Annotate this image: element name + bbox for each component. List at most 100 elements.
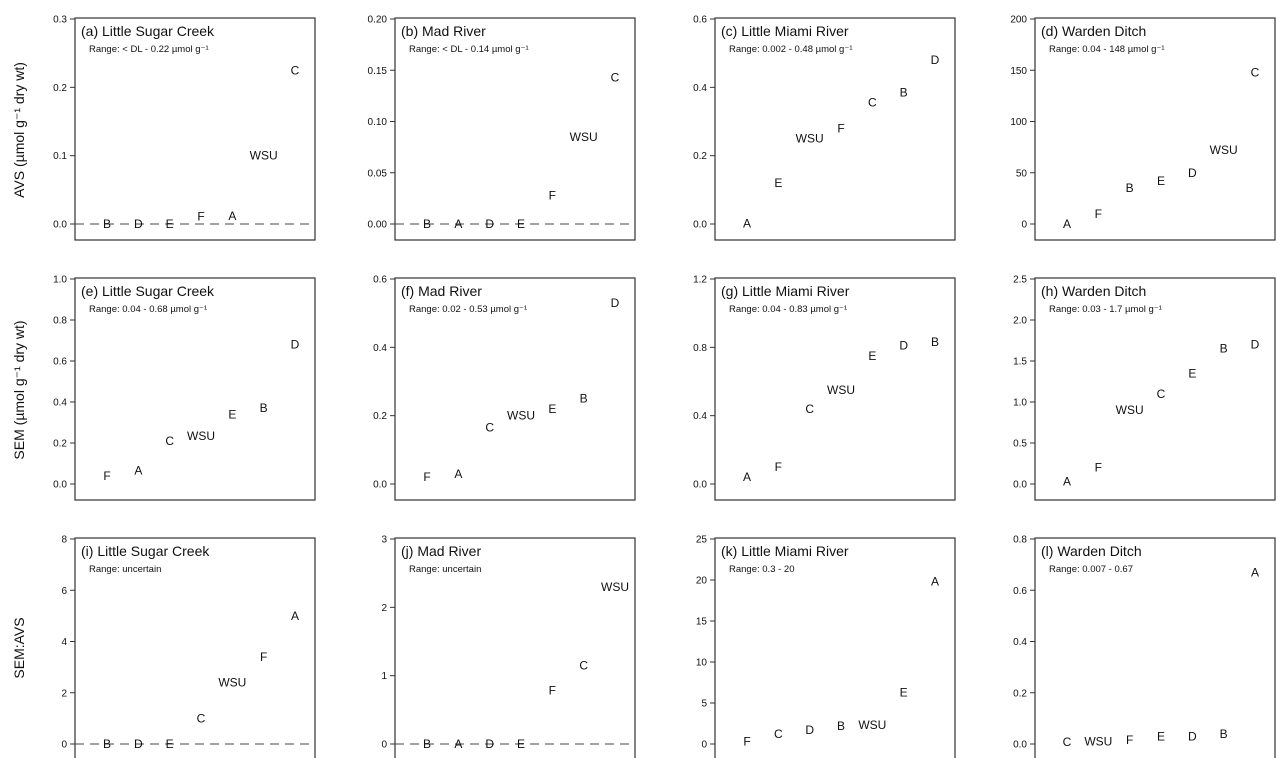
data-point-label: D: [485, 217, 494, 231]
data-point-label: C: [485, 421, 494, 435]
data-point-label: D: [1188, 166, 1197, 180]
y-tick-label: 200: [1010, 15, 1027, 26]
panel-title: (a) Little Sugar Creek: [81, 23, 215, 39]
data-point-label: C: [579, 658, 588, 672]
panel: 0.0 0.2 0.4 0.6 (f) Mad River Range: 0.02 - 0…: [373, 275, 636, 501]
y-tick-label: 1: [381, 671, 387, 682]
data-point-label: E: [1157, 174, 1165, 188]
y-tick-label: 100: [1010, 117, 1027, 128]
y-tick-label: 0: [61, 740, 67, 751]
y-tick-label: 0.3: [53, 15, 67, 26]
y-tick-label: 0.8: [53, 316, 67, 327]
panel: 0 2 4 6 8 (i) Little Sugar Creek Range: uncert…: [61, 535, 316, 758]
y-tick-label: 2: [61, 688, 67, 699]
panel-title: (j) Mad River: [401, 543, 481, 559]
data-point-label: D: [1251, 338, 1260, 352]
data-point-label: WSU: [601, 580, 629, 594]
data-point-label: C: [1251, 65, 1260, 79]
y-tick-label: 0.0: [53, 220, 67, 231]
data-point-label: C: [805, 402, 814, 416]
panel-frame: [74, 537, 316, 758]
y-tick-label: 0.1: [53, 151, 67, 162]
y-tick-label: 0.5: [1013, 439, 1027, 450]
data-point-label: B: [900, 85, 908, 99]
data-point-label: D: [134, 217, 143, 231]
data-point-label: E: [868, 349, 876, 363]
data-point-label: WSU: [827, 383, 855, 397]
panel-frame: [394, 277, 636, 501]
y-tick-label: 0.15: [368, 66, 388, 77]
data-point-label: D: [805, 723, 814, 737]
y-tick-label: 0.2: [373, 411, 387, 422]
panel-range: Range: 0.04 - 0.83 µmol g⁻¹: [729, 304, 847, 315]
y-tick-label: 0.6: [53, 357, 67, 368]
data-point-label: A: [454, 467, 462, 481]
y-tick-label: 0.20: [368, 15, 388, 26]
row-labels: AVS (µmol g⁻¹ dry wt) SEM (µmol g⁻¹ dry w…: [11, 62, 27, 678]
data-point-label: C: [1063, 735, 1072, 749]
data-point-label: A: [743, 216, 751, 230]
panel-frame: [714, 277, 956, 501]
panel-frame: [1034, 17, 1276, 241]
panel-frame: [714, 537, 956, 758]
panel: 0.0 0.2 0.4 0.6 0.8 1.0 (e) Little Sugar Creek…: [53, 275, 316, 501]
data-point-label: WSU: [570, 130, 598, 144]
panel-frame: [1034, 277, 1276, 501]
data-point-label: D: [485, 737, 494, 751]
data-point-label: A: [931, 575, 939, 589]
y-tick-label: 0: [701, 740, 707, 751]
data-point-label: C: [868, 96, 877, 110]
data-point-label: F: [775, 460, 782, 474]
data-point-label: F: [549, 188, 556, 202]
y-tick-label: 0.4: [693, 83, 707, 94]
data-point-label: WSU: [187, 429, 215, 443]
panel: 0.0 0.1 0.2 0.3 (a) Little Sugar Creek Range:…: [53, 15, 316, 241]
panel-frame: [714, 17, 956, 241]
panel-frame: [394, 17, 636, 241]
data-point-label: B: [1126, 181, 1134, 195]
panel-range: Range: 0.04 - 148 µmol g⁻¹: [1049, 44, 1165, 55]
y-tick-label: 8: [61, 535, 67, 546]
data-point-label: B: [103, 217, 111, 231]
y-tick-label: 2.5: [1013, 275, 1027, 286]
data-point-label: A: [454, 217, 462, 231]
y-tick-label: 20: [696, 576, 708, 587]
y-tick-label: 0.6: [1013, 586, 1027, 597]
data-point-label: F: [1126, 733, 1133, 747]
y-tick-label: 0.2: [1013, 688, 1027, 699]
data-point-label: E: [517, 737, 525, 751]
data-point-label: B: [931, 335, 939, 349]
y-tick-label: 0.4: [53, 398, 67, 409]
panel-range: Range: 0.02 - 0.53 µmol g⁻¹: [409, 304, 527, 315]
y-tick-label: 0.8: [693, 343, 707, 354]
panel: 0.0 0.2 0.4 0.6 0.8 (l) Warden Ditch Range: 0.…: [1013, 535, 1276, 758]
panel-title: (f) Mad River: [401, 283, 482, 299]
panel: 0.0 0.5 1.0 1.5 2.0 2.5 (h) Warden Ditch Range:…: [1013, 275, 1276, 501]
data-point-label: WSU: [858, 718, 886, 732]
data-point-label: E: [166, 737, 174, 751]
data-point-label: WSU: [1084, 734, 1112, 748]
y-tick-label: 1.2: [693, 275, 707, 286]
data-point-label: A: [1251, 565, 1259, 579]
y-tick-label: 0.0: [373, 480, 387, 491]
y-tick-label: 2: [381, 603, 387, 614]
row-y-axis-label: SEM:AVS: [11, 617, 27, 678]
panel-range: Range: < DL - 0.14 µmol g⁻¹: [409, 44, 529, 55]
panel-range: Range: 0.03 - 1.7 µmol g⁻¹: [1049, 304, 1162, 315]
data-point-label: A: [228, 209, 236, 223]
y-tick-label: 0.05: [368, 168, 388, 179]
data-point-label: B: [837, 719, 845, 733]
data-point-label: A: [743, 470, 751, 484]
panel-frame: [74, 17, 316, 241]
y-tick-label: 1.0: [53, 275, 67, 286]
y-tick-label: 0.6: [373, 275, 387, 286]
y-tick-label: 10: [696, 658, 708, 669]
data-point-label: A: [1063, 475, 1071, 489]
data-point-label: E: [774, 176, 782, 190]
y-tick-label: 150: [1010, 66, 1027, 77]
panel: 0 50 100 150 200 (d) Warden Ditch Range: 0.04 …: [1010, 15, 1276, 241]
y-tick-label: 0: [381, 740, 387, 751]
panel-title: (l) Warden Ditch: [1041, 543, 1142, 559]
data-point-label: E: [900, 685, 908, 699]
